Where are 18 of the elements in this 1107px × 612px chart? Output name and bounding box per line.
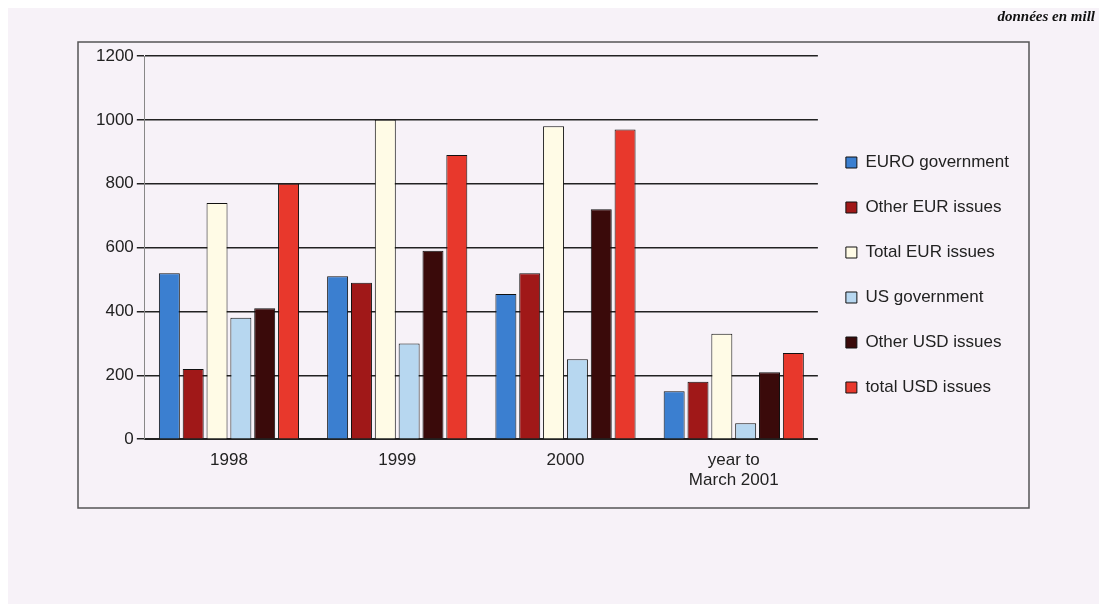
y-tick-label: 200: [105, 365, 134, 385]
x-tick-label: 1998: [210, 450, 248, 470]
y-tick-label: 600: [105, 237, 134, 257]
x-tick-label: 2000: [546, 450, 585, 470]
legend-label: Other EUR issues: [865, 197, 1002, 217]
text: données en mill: [997, 8, 1096, 25]
x-tick-label: year to March 2001: [688, 450, 779, 490]
y-tick-label: 800: [105, 173, 134, 193]
y-tick-label: 1000: [95, 109, 134, 129]
legend-label: EURO government: [865, 152, 1010, 172]
x-tick-label: 1999: [378, 450, 417, 470]
y-tick-label: 400: [105, 301, 134, 321]
y-tick-label: 1200: [95, 45, 134, 65]
legend-label: US government: [865, 287, 984, 307]
legend-label: Other USD issues: [865, 332, 1002, 352]
legend-label: Total EUR issues: [865, 242, 995, 262]
y-tick-label: 0: [124, 428, 134, 448]
legend-label: total USD issues: [865, 377, 992, 397]
